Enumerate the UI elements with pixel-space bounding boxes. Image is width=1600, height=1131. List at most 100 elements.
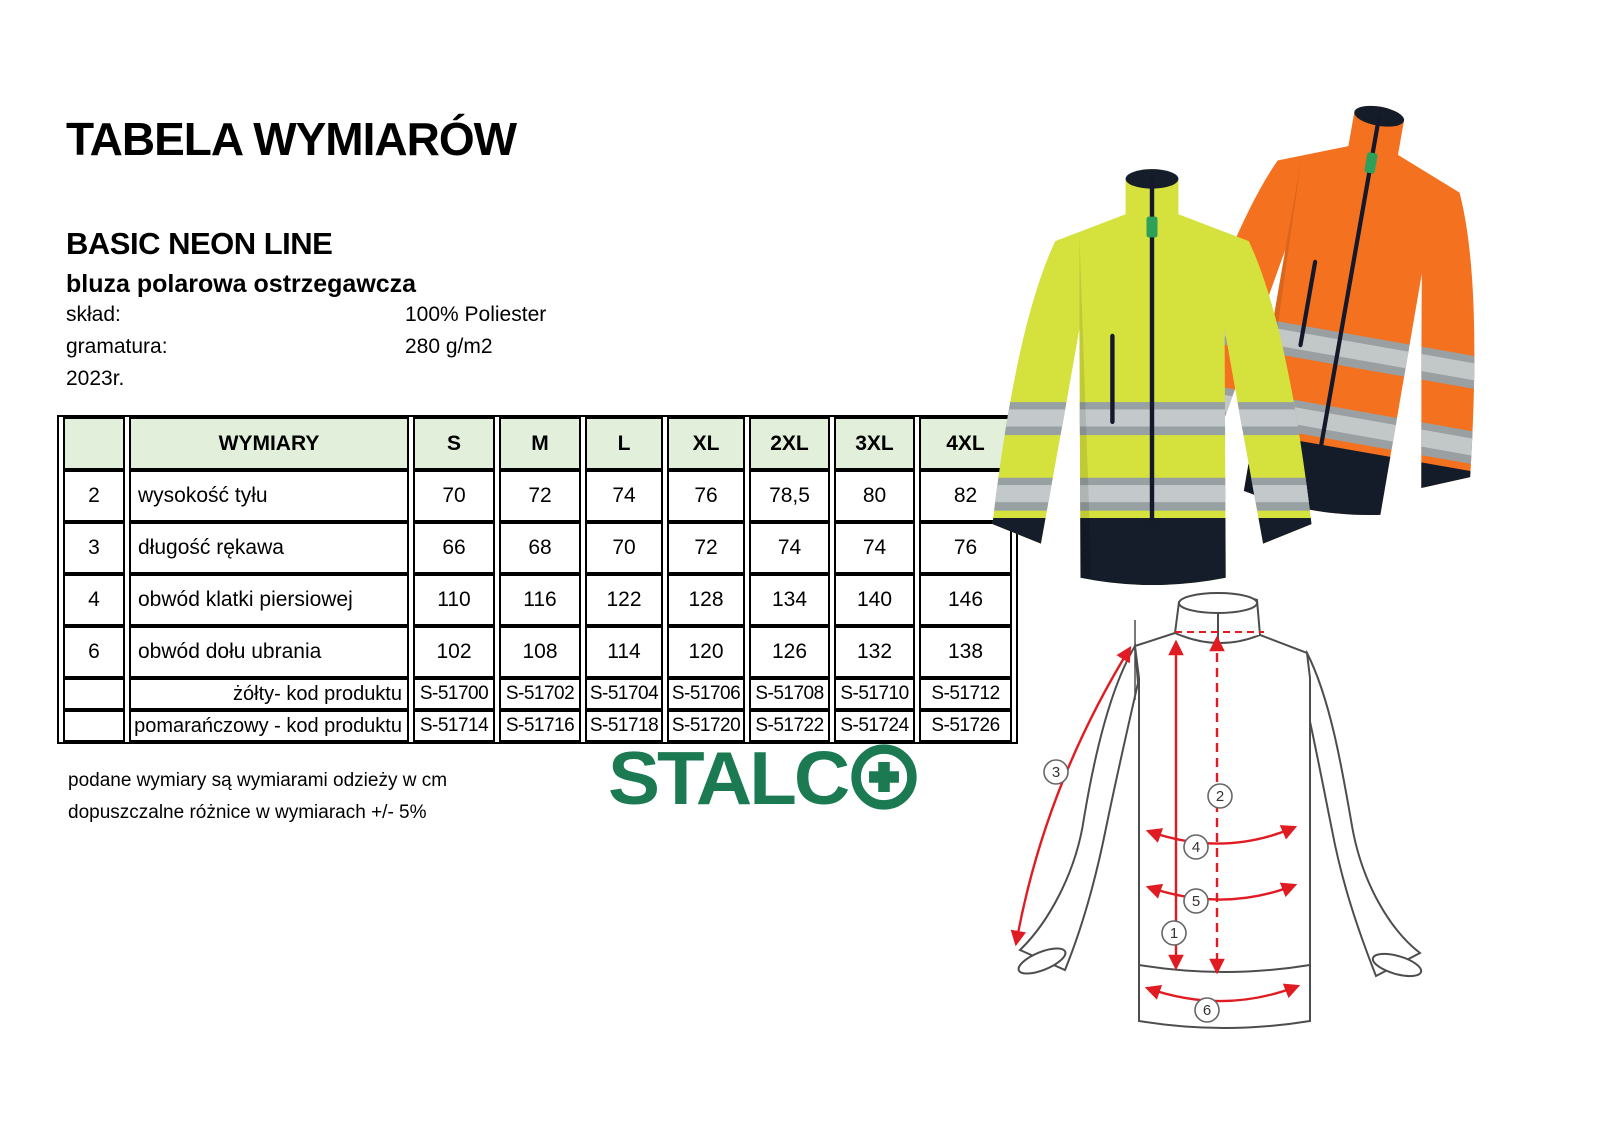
size-value-cell: 114 <box>585 626 663 678</box>
size-table: WYMIARY S M L XL 2XL 3XL 4XL 2 wysokość tyłu 70 72… <box>57 415 1018 744</box>
brand-plus-circle-icon <box>851 744 917 810</box>
spec-row-gramatura: gramatura: 280 g/m2 <box>66 335 686 359</box>
size-column-header: WYMIARY <box>129 417 409 470</box>
diagram-right-sleeve <box>1300 649 1422 978</box>
size-value-cell: 66 <box>413 522 495 574</box>
diagram-bottom-band <box>1138 965 1311 1029</box>
product-line-title: BASIC NEON LINE <box>66 226 333 261</box>
svg-text:1: 1 <box>1170 925 1178 942</box>
spec-label: gramatura: <box>66 335 168 358</box>
product-code-cell: S-51718 <box>585 710 663 742</box>
size-value-cell: 74 <box>749 522 830 574</box>
size-table-body: 2 wysokość tyłu 70 72 74 76 78,5 80 82 3 długość r… <box>63 470 1012 742</box>
size-value-cell: 80 <box>834 470 915 522</box>
product-code-cell: S-51702 <box>499 678 581 710</box>
size-value-cell: 110 <box>413 574 495 626</box>
size-column-header <box>63 417 125 470</box>
size-value-cell: 102 <box>413 626 495 678</box>
product-code-cell: S-51720 <box>667 710 745 742</box>
page-title: TABELA WYMIARÓW <box>66 113 517 165</box>
row-number-cell: 2 <box>63 470 125 522</box>
size-value-cell: 116 <box>499 574 581 626</box>
measurement-row: 4 obwód klatki piersiowej 110 116 122 128 134 1… <box>63 574 1012 626</box>
product-code-cell: S-51722 <box>749 710 830 742</box>
row-number-cell: 4 <box>63 574 125 626</box>
measure-labels: 1 2 3 4 5 6 <box>1043 759 1233 1023</box>
size-value-cell: 134 <box>749 574 830 626</box>
product-name: bluza polarowa ostrzegawcza <box>66 270 417 298</box>
diagram-right-cuff <box>1371 952 1423 978</box>
product-code-cell: S-51716 <box>499 710 581 742</box>
code-label-cell: żółty- kod produktu <box>129 678 409 710</box>
diagram-collar-opening <box>1178 592 1258 614</box>
size-value-cell: 70 <box>585 522 663 574</box>
spec-value: 280 g/m2 <box>405 335 493 358</box>
row-number-cell <box>63 710 125 742</box>
product-code-row: żółty- kod produktu S-51700 S-51702 S-51704… <box>63 678 1012 710</box>
measure-arrow-3 <box>1010 646 1132 947</box>
measure-label-3: 3 <box>1043 759 1069 785</box>
spec-value: 100% Poliester <box>405 303 547 326</box>
product-code-cell: S-51708 <box>749 678 830 710</box>
row-number-cell: 6 <box>63 626 125 678</box>
svg-text:6: 6 <box>1203 1002 1211 1019</box>
size-table-container: WYMIARY S M L XL 2XL 3XL 4XL 2 wysokość tyłu 70 72… <box>57 415 1018 744</box>
note-tolerance: dopuszczalne różnice w wymiarach +/- 5% <box>68 802 427 823</box>
measurement-diagram: 1 2 3 4 5 6 <box>1010 592 1423 1029</box>
size-value-cell: 70 <box>413 470 495 522</box>
product-code-cell: S-51704 <box>585 678 663 710</box>
svg-text:4: 4 <box>1192 839 1200 856</box>
measurement-label-cell: długość rękawa <box>129 522 409 574</box>
product-photo <box>970 85 1590 585</box>
size-column-header: M <box>499 417 581 470</box>
size-value-cell: 72 <box>499 470 581 522</box>
product-code-cell: S-51706 <box>667 678 745 710</box>
size-value-cell: 72 <box>667 522 745 574</box>
size-value-cell: 76 <box>667 470 745 522</box>
measure-label-1: 1 <box>1161 920 1187 946</box>
size-column-header: 3XL <box>834 417 915 470</box>
measure-arrow-5 <box>1145 882 1298 901</box>
measure-arrow-6 <box>1144 983 1301 1003</box>
spec-label: 2023r. <box>66 367 125 390</box>
measure-label-2: 2 <box>1207 783 1233 809</box>
measure-label-5: 5 <box>1183 888 1209 914</box>
size-column-header: L <box>585 417 663 470</box>
note-dimensions-cm: podane wymiary są wymiarami odzieży w cm <box>68 770 448 791</box>
svg-text:3: 3 <box>1052 764 1060 781</box>
size-value-cell: 108 <box>499 626 581 678</box>
size-column-header: S <box>413 417 495 470</box>
size-column-header: 2XL <box>749 417 830 470</box>
size-value-cell: 146 <box>919 574 1012 626</box>
spec-label: skład: <box>66 303 121 326</box>
size-value-cell: 122 <box>585 574 663 626</box>
measurement-label-cell: obwód dołu ubrania <box>129 626 409 678</box>
brand-wordmark: STALC <box>608 735 850 821</box>
product-code-cell: S-51700 <box>413 678 495 710</box>
spec-row-year: 2023r. <box>66 367 686 391</box>
row-number-cell: 3 <box>63 522 125 574</box>
size-column-header: XL <box>667 417 745 470</box>
size-value-cell: 140 <box>834 574 915 626</box>
size-value-cell: 68 <box>499 522 581 574</box>
diagram-left-sleeve <box>1018 642 1140 972</box>
size-column-header: 4XL <box>919 417 1012 470</box>
size-table-header-row: WYMIARY S M L XL 2XL 3XL 4XL <box>63 417 1012 470</box>
row-number-cell <box>63 678 125 710</box>
product-code-cell: S-51724 <box>834 710 915 742</box>
size-value-cell: 132 <box>834 626 915 678</box>
product-code-row: pomarańczowy - kod produktu S-51714 S-5171… <box>63 710 1012 742</box>
size-value-cell: 126 <box>749 626 830 678</box>
size-value-cell: 120 <box>667 626 745 678</box>
measurement-row: 6 obwód dołu ubrania 102 108 114 120 126 132 138 <box>63 626 1012 678</box>
size-value-cell: 78,5 <box>749 470 830 522</box>
measurement-row: 3 długość rękawa 66 68 70 72 74 74 76 <box>63 522 1012 574</box>
product-code-cell: S-51714 <box>413 710 495 742</box>
diagram-left-cuff <box>1017 947 1067 975</box>
code-label-cell: pomarańczowy - kod produktu <box>129 710 409 742</box>
measurement-label-cell: obwód klatki piersiowej <box>129 574 409 626</box>
size-value-cell: 128 <box>667 574 745 626</box>
size-value-cell: 76 <box>919 522 1012 574</box>
brand-logo: STALC <box>608 738 918 818</box>
